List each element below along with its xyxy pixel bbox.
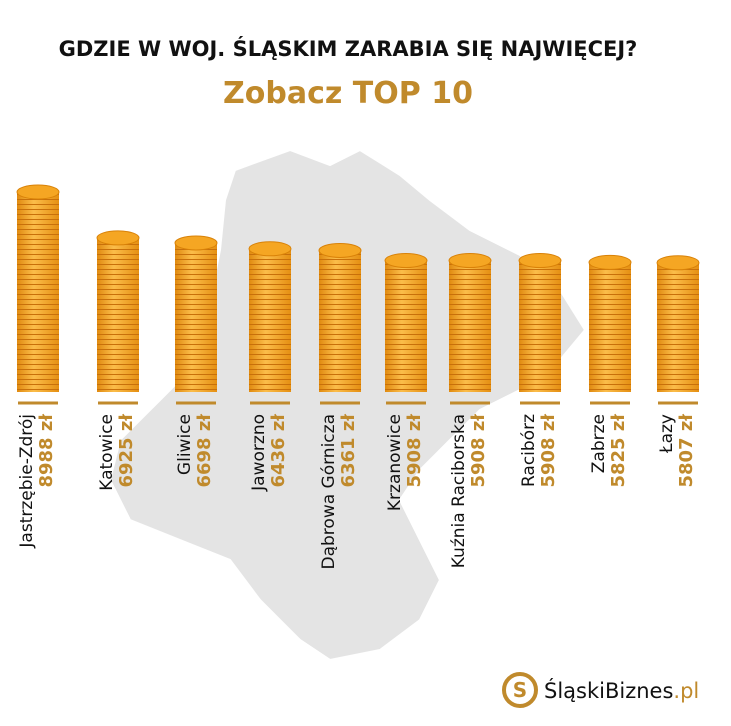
value-label: 5825 zł <box>608 413 629 488</box>
subtitle: Zobacz TOP 10 <box>223 76 473 111</box>
value-label: 5908 zł <box>468 413 489 488</box>
coin-top <box>384 253 428 269</box>
value-label: 5908 zł <box>404 413 425 488</box>
value-label: 5807 zł <box>676 413 697 488</box>
coin-edges <box>97 237 139 392</box>
coin-top <box>656 255 700 271</box>
coin-top <box>248 241 292 257</box>
title: GDZIE W WOJ. ŚLĄSKIM ZARABIA SIĘ NAJWIĘC… <box>59 36 638 61</box>
coin-top <box>174 235 218 251</box>
brand-logo <box>502 672 538 708</box>
brand-text: ŚląskiBiznes.pl <box>544 678 699 703</box>
brand-logo-letter: S <box>513 678 527 702</box>
coin-edges <box>17 192 59 392</box>
coin-top <box>448 253 492 269</box>
category-label: Racibórz <box>519 414 539 487</box>
value-label: 6361 zł <box>338 413 359 488</box>
category-label: Zabrze <box>589 414 609 473</box>
category-label: Dąbrowa Górnicza <box>319 414 339 570</box>
coin-top <box>318 242 362 258</box>
coin-edges <box>175 242 217 392</box>
category-label: Kuźnia Raciborska <box>449 414 469 568</box>
value-label: 6925 zł <box>116 413 137 488</box>
coin-edges <box>519 260 561 392</box>
category-label: Krzanowice <box>385 414 405 511</box>
coin-top <box>16 184 60 200</box>
value-label: 6436 zł <box>268 413 289 488</box>
coin-edges <box>319 250 361 392</box>
coin-edges <box>589 262 631 392</box>
coin-top <box>518 253 562 269</box>
value-label: 8988 zł <box>36 413 57 488</box>
category-label: Katowice <box>97 414 117 491</box>
bars: Jastrzębie-Zdrój 8988 zł Katowice 6925 zł Gl… <box>16 184 700 570</box>
value-label: 5908 zł <box>538 413 559 488</box>
coin-top <box>588 254 632 270</box>
coin-edges <box>657 262 699 392</box>
brand-suffix: .pl <box>673 679 699 703</box>
coin-top <box>96 230 140 246</box>
category-label: Jastrzębie-Zdrój <box>17 414 37 549</box>
coin-edges <box>385 260 427 392</box>
brand: S ŚląskiBiznes.pl <box>502 672 699 708</box>
category-label: Gliwice <box>175 414 195 475</box>
coin-edges <box>449 260 491 392</box>
map-background <box>108 148 587 662</box>
brand-name: ŚląskiBiznes <box>544 678 673 703</box>
coin-edges <box>249 248 291 392</box>
category-label: Jaworzno <box>249 414 269 492</box>
value-label: 6698 zł <box>194 413 215 488</box>
category-label: Łazy <box>657 414 677 454</box>
